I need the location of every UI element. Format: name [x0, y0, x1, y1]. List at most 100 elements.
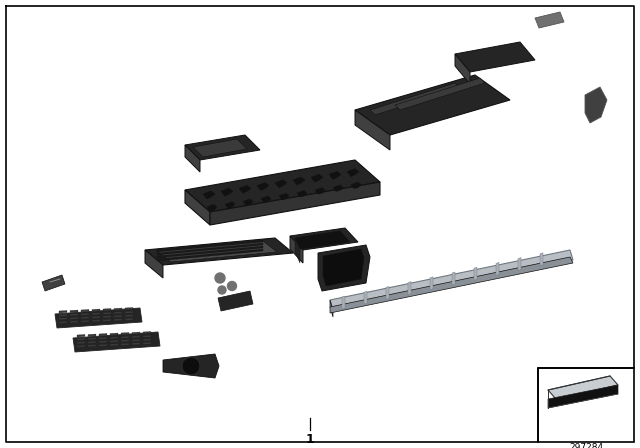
Polygon shape: [114, 311, 122, 314]
Polygon shape: [70, 320, 78, 323]
Polygon shape: [496, 263, 499, 276]
Polygon shape: [103, 319, 111, 322]
Polygon shape: [535, 12, 564, 28]
Polygon shape: [114, 319, 122, 321]
Polygon shape: [121, 343, 129, 345]
Polygon shape: [243, 199, 253, 205]
Polygon shape: [330, 250, 573, 310]
Polygon shape: [239, 185, 251, 194]
Polygon shape: [330, 300, 333, 317]
Polygon shape: [193, 139, 247, 157]
Polygon shape: [295, 238, 300, 263]
Polygon shape: [386, 286, 389, 299]
Polygon shape: [81, 316, 89, 319]
Polygon shape: [121, 332, 129, 335]
Polygon shape: [70, 317, 78, 319]
Polygon shape: [297, 190, 307, 197]
Polygon shape: [311, 174, 323, 182]
Polygon shape: [59, 310, 67, 313]
Polygon shape: [59, 314, 67, 316]
Polygon shape: [157, 241, 277, 262]
Polygon shape: [143, 335, 151, 337]
Polygon shape: [92, 316, 100, 319]
Polygon shape: [99, 340, 107, 343]
Polygon shape: [185, 160, 380, 212]
Polygon shape: [143, 339, 151, 341]
Circle shape: [218, 286, 226, 294]
Polygon shape: [121, 340, 129, 342]
Polygon shape: [88, 345, 96, 347]
Polygon shape: [114, 308, 122, 310]
Polygon shape: [145, 238, 293, 265]
Polygon shape: [185, 135, 260, 160]
Polygon shape: [430, 277, 433, 290]
Polygon shape: [42, 275, 65, 291]
Polygon shape: [132, 336, 140, 338]
Polygon shape: [342, 296, 345, 309]
Polygon shape: [59, 321, 67, 323]
Polygon shape: [203, 191, 215, 199]
Polygon shape: [452, 272, 455, 285]
Polygon shape: [455, 54, 470, 84]
Circle shape: [215, 273, 225, 283]
Polygon shape: [132, 332, 140, 335]
Polygon shape: [257, 183, 269, 190]
Polygon shape: [355, 110, 390, 150]
Polygon shape: [295, 231, 350, 249]
Polygon shape: [279, 193, 289, 200]
Polygon shape: [77, 341, 85, 344]
Polygon shape: [143, 342, 151, 345]
Polygon shape: [73, 332, 160, 352]
Polygon shape: [125, 311, 133, 314]
Polygon shape: [121, 336, 129, 339]
Text: 1: 1: [306, 433, 314, 446]
Polygon shape: [110, 336, 118, 339]
Polygon shape: [408, 282, 411, 295]
Polygon shape: [88, 341, 96, 344]
Polygon shape: [585, 87, 607, 123]
Polygon shape: [163, 354, 219, 378]
Polygon shape: [221, 188, 233, 196]
Polygon shape: [125, 314, 133, 317]
Polygon shape: [103, 312, 111, 314]
Polygon shape: [548, 385, 618, 408]
Polygon shape: [364, 291, 367, 304]
Polygon shape: [145, 250, 163, 278]
Polygon shape: [395, 78, 485, 110]
Polygon shape: [143, 332, 151, 334]
Polygon shape: [157, 243, 263, 255]
Polygon shape: [548, 376, 618, 399]
Polygon shape: [77, 335, 85, 337]
Polygon shape: [77, 345, 85, 348]
Polygon shape: [210, 182, 380, 225]
Polygon shape: [455, 42, 535, 72]
Circle shape: [227, 281, 237, 290]
Polygon shape: [157, 249, 263, 261]
Polygon shape: [293, 177, 305, 185]
Polygon shape: [182, 357, 200, 375]
Polygon shape: [132, 339, 140, 341]
Polygon shape: [99, 337, 107, 340]
Polygon shape: [81, 313, 89, 315]
Polygon shape: [474, 267, 477, 280]
Text: 297284: 297284: [569, 443, 603, 448]
Polygon shape: [59, 318, 67, 320]
Polygon shape: [110, 333, 118, 336]
Polygon shape: [99, 333, 107, 336]
Polygon shape: [125, 307, 133, 310]
Polygon shape: [370, 83, 460, 115]
Polygon shape: [318, 245, 370, 291]
Polygon shape: [81, 310, 89, 312]
Polygon shape: [81, 320, 89, 323]
Polygon shape: [518, 258, 521, 271]
Polygon shape: [110, 344, 118, 346]
Polygon shape: [70, 310, 78, 313]
Polygon shape: [323, 249, 364, 286]
Polygon shape: [315, 188, 325, 194]
Polygon shape: [330, 257, 573, 313]
Polygon shape: [157, 240, 263, 252]
Polygon shape: [92, 309, 100, 311]
Polygon shape: [110, 340, 118, 343]
Polygon shape: [114, 315, 122, 318]
Polygon shape: [99, 344, 107, 346]
